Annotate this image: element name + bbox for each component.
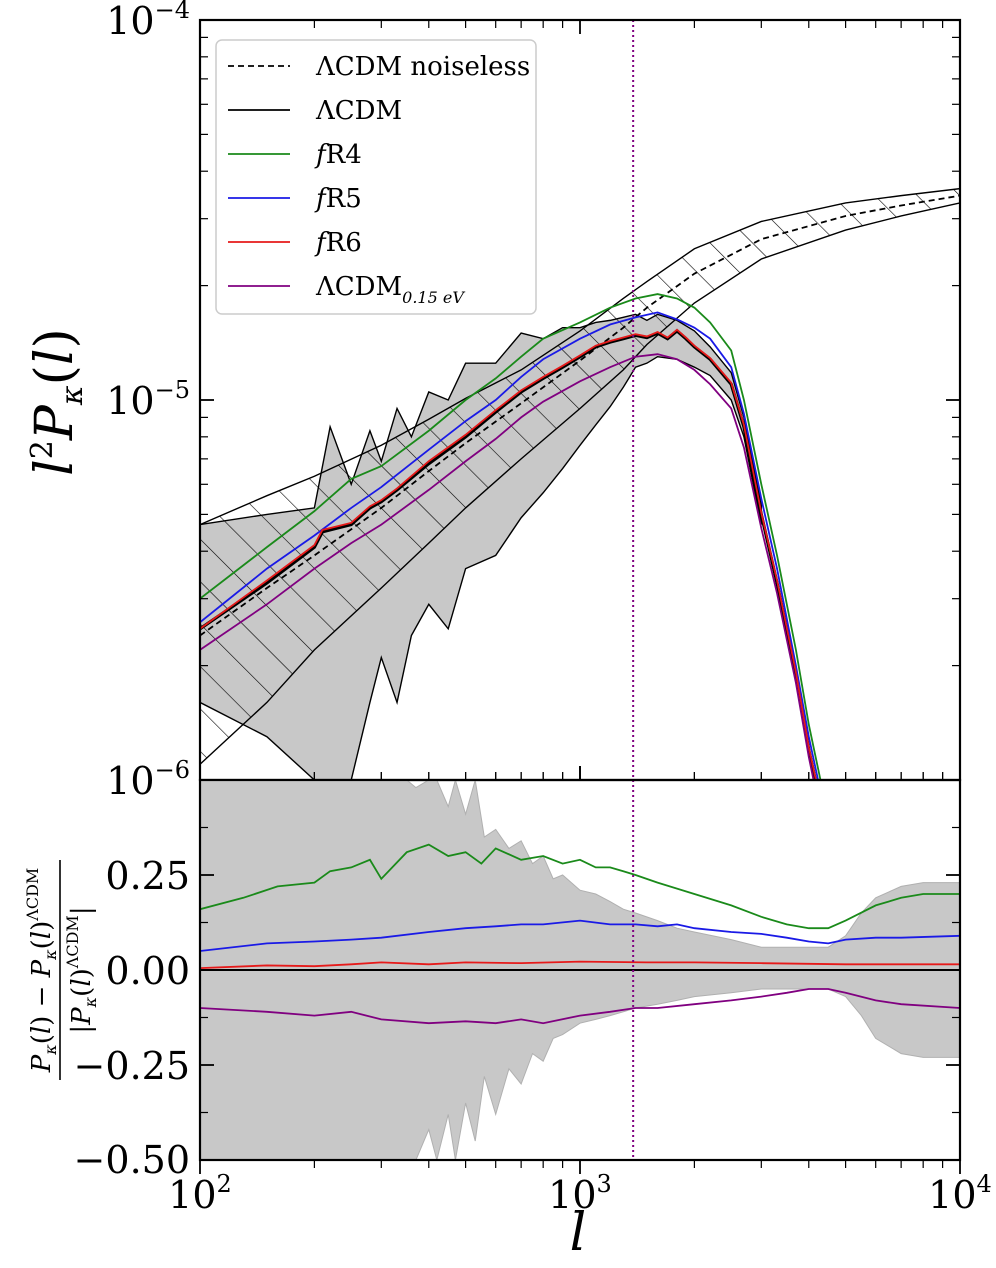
svg-text:Pκ(l) − Pκ(l)ΛCDM: Pκ(l) − Pκ(l)ΛCDM bbox=[23, 868, 60, 1074]
top-y-tick-label-1: 10−5 bbox=[106, 376, 190, 423]
bottom-y-axis-label: Pκ(l) − Pκ(l)ΛCDM |Pκ(l)ΛCDM| bbox=[23, 860, 100, 1080]
legend-frame bbox=[215, 39, 537, 315]
noiseless-hatched-band bbox=[200, 187, 960, 766]
top-y-tick-label-2: 10−4 bbox=[106, 0, 190, 43]
ratio-series-line-3 bbox=[200, 988, 960, 1025]
top-panel: 10−6 10−5 10−4 l2Pκ(l) bbox=[25, 0, 962, 803]
legend: ΛCDM noiseless ΛCDM fR4 fR5 fR6 ΛCDM0.15 eV bbox=[215, 39, 537, 315]
x-tick-label-0: 102 bbox=[168, 1170, 232, 1217]
svg-text:|Pκ(l)ΛCDM|: |Pκ(l)ΛCDM| bbox=[63, 906, 100, 1033]
ratio-series-line-1 bbox=[200, 919, 960, 952]
top-y-axis-label: l2Pκ(l) bbox=[25, 328, 90, 476]
x-tick-label-1: 103 bbox=[548, 1170, 612, 1217]
ratio-series-line-2 bbox=[200, 960, 960, 969]
legend-label-5: ΛCDM0.15 eV bbox=[315, 272, 465, 307]
top-series-line-3 bbox=[200, 311, 819, 780]
top-series-line-4 bbox=[200, 328, 817, 780]
legend-label-3: fR5 bbox=[314, 184, 362, 214]
legend-label-1: ΛCDM bbox=[315, 96, 402, 126]
top-series-line-2 bbox=[200, 293, 822, 780]
bottom-y-tick-label-3: −0.50 bbox=[74, 1138, 190, 1182]
x-axis-label: l bbox=[570, 1203, 587, 1263]
bottom-y-tick-label-1: 0.00 bbox=[105, 949, 190, 993]
legend-label-2: fR4 bbox=[314, 140, 362, 170]
ratio-series-line-0 bbox=[200, 843, 960, 930]
legend-label-0: ΛCDM noiseless bbox=[315, 52, 530, 82]
x-tick-label-2: 104 bbox=[928, 1170, 992, 1217]
bottom-y-tick-label-0: 0.25 bbox=[105, 854, 190, 898]
top-series-line-5 bbox=[200, 353, 815, 780]
top-y-tick-label-0: 10−6 bbox=[106, 756, 190, 803]
bottom-panel: 0.25 0.00 −0.25 −0.50 102 103 104 l Pκ(l) − P… bbox=[23, 766, 992, 1263]
bottom-y-tick-label-2: −0.25 bbox=[74, 1044, 190, 1088]
legend-label-4: fR6 bbox=[314, 228, 362, 258]
